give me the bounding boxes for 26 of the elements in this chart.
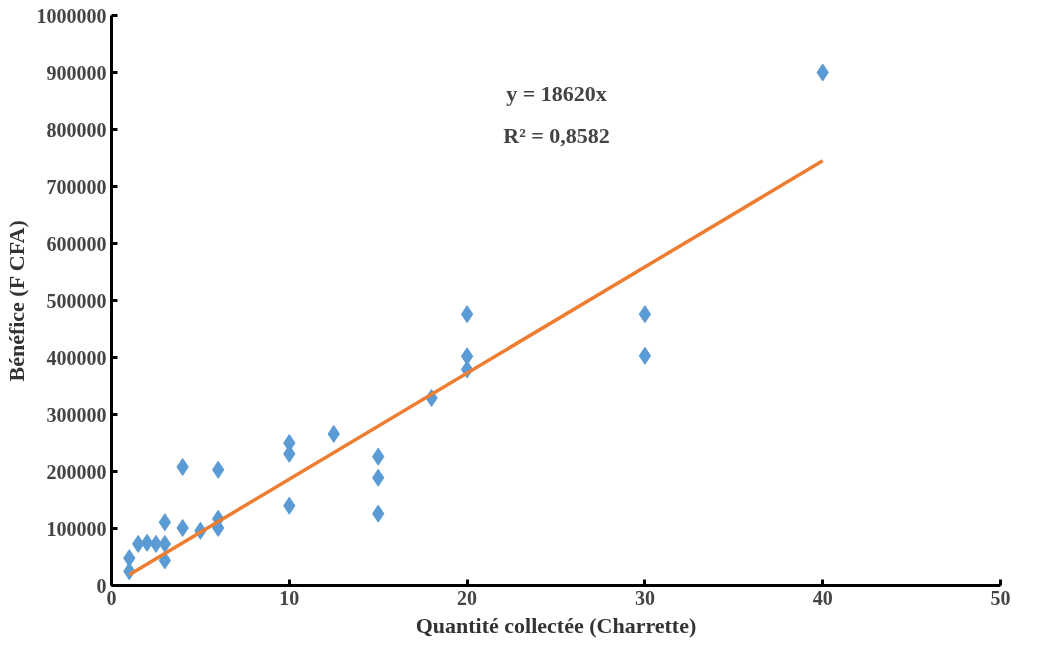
point	[158, 513, 172, 532]
point	[140, 533, 154, 552]
y-tick-label: 700000	[46, 175, 107, 198]
x-tick-label: 20	[457, 586, 478, 609]
y-tick-label: 400000	[46, 346, 107, 369]
y-tick-label: 200000	[46, 460, 107, 483]
y-tick-label: 600000	[46, 232, 107, 255]
x-tick-label: 50	[990, 586, 1011, 609]
point	[638, 305, 652, 324]
point	[158, 534, 172, 553]
x-axis-title: Quantité collectée (Charrette)	[415, 612, 697, 638]
y-tick-label: 100000	[46, 517, 107, 540]
y-axis-title: Bénéfice (F CFA)	[3, 220, 29, 382]
y-tick-label: 900000	[46, 61, 107, 84]
point	[149, 534, 163, 553]
point	[460, 305, 474, 324]
y-tick-label: 500000	[46, 289, 107, 312]
y-tick-label: 300000	[46, 403, 107, 426]
annotation: R² = 0,8582	[503, 122, 610, 148]
y-tick-label: 800000	[46, 118, 107, 141]
y-tick-label: 1000000	[36, 4, 107, 27]
x-tick-label: 10	[279, 586, 300, 609]
point	[638, 346, 652, 365]
x-tick-label: 30	[634, 586, 655, 609]
x-tick-label: 40	[812, 586, 833, 609]
annotation: y = 18620x	[506, 80, 607, 106]
